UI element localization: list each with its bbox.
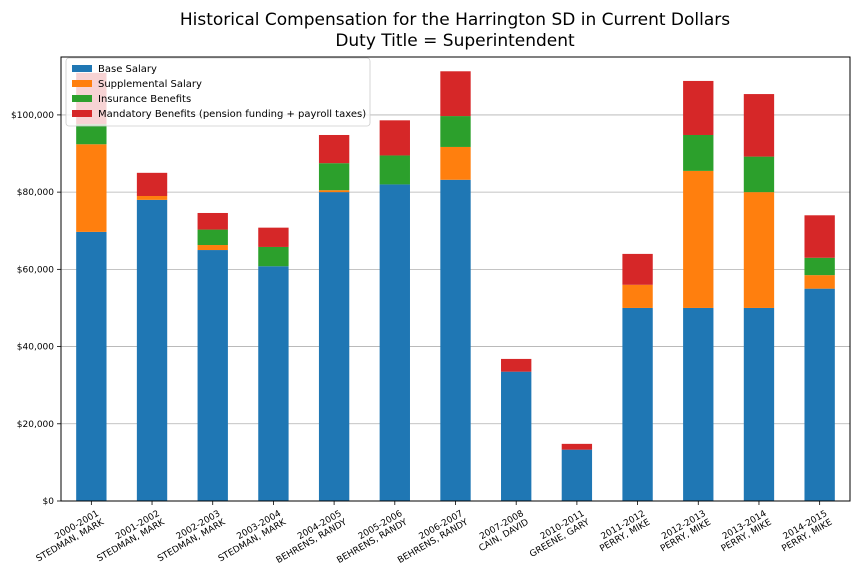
bar-stacks (76, 71, 835, 502)
bar-segment (197, 245, 228, 251)
y-tick-label: $80,000 (17, 188, 54, 198)
bar-segment (197, 212, 228, 230)
legend-swatch (72, 65, 92, 72)
bar-segment (318, 163, 350, 191)
bar-segment (76, 144, 107, 232)
bar-segment (258, 266, 289, 501)
bar-segment (318, 192, 350, 501)
legend-swatch (72, 95, 92, 102)
bar-segment (743, 94, 775, 157)
y-tick-label: $60,000 (17, 265, 54, 275)
bar-segment (440, 116, 471, 147)
bar-segment (318, 134, 350, 164)
bar-segment (258, 227, 289, 247)
legend-box (65, 57, 371, 127)
x-tick-label: 2010-2011GREENE, GARY (523, 509, 591, 560)
bar-segment (76, 231, 107, 501)
bar-segment (561, 443, 593, 450)
legend-label: Supplemental Salary (98, 79, 202, 90)
bar-segment (804, 288, 835, 501)
bar-segment (197, 229, 228, 246)
bar-segment (683, 134, 714, 171)
bar-segment (683, 307, 714, 501)
bar-segment (804, 215, 835, 258)
chart-subtitle: Duty Title = Superintendent (335, 31, 575, 51)
y-tick-label: $100,000 (11, 111, 54, 121)
bar-segment (440, 179, 471, 502)
x-tick-label: 2011-2012PERRY, MIKE (593, 509, 652, 555)
bar-segment (440, 146, 471, 180)
bar-segment (561, 449, 593, 501)
bar-segment (622, 253, 653, 285)
legend-label: Mandatory Benefits (pension funding + pa… (98, 109, 366, 120)
bar-segment (258, 246, 289, 267)
bar-segment (622, 284, 653, 308)
bar-segment (136, 199, 168, 501)
bar-segment (743, 156, 775, 193)
bar-segment (501, 358, 532, 372)
bar-segment (501, 371, 532, 501)
legend-swatch (72, 80, 92, 87)
x-tick-label: 2012-2013PERRY, MIKE (654, 509, 713, 555)
x-tick-label: 2013-2014PERRY, MIKE (715, 509, 774, 555)
y-axis-ticks: $0 $20,000 $40,000 $60,000 $80,000 $100,000 (11, 111, 61, 507)
y-tick-label: $0 (43, 497, 55, 507)
legend-label: Insurance Benefits (98, 94, 191, 105)
bar-segment (379, 155, 410, 185)
bar-segment (440, 71, 471, 117)
bar-segment (76, 124, 107, 145)
bar-segment (804, 275, 835, 289)
bar-segment (743, 307, 775, 501)
bar-segment (318, 190, 350, 193)
bar-segment (683, 170, 714, 308)
bar-segment (379, 184, 410, 501)
x-tick-label: 2014-2015PERRY, MIKE (775, 509, 834, 555)
legend-swatch (72, 110, 92, 117)
bar-segment (197, 250, 228, 501)
bar-segment (743, 192, 775, 308)
bar-segment (804, 257, 835, 276)
bar-segment (683, 80, 714, 135)
bar-segment (379, 120, 410, 156)
x-axis-ticks: 2000-2001STEDMAN, MARK 2001-2002STEDMAN, … (35, 501, 834, 566)
legend-label: Base Salary (98, 64, 157, 75)
chart-title: Historical Compensation for the Harringt… (180, 10, 730, 30)
bar-segment (136, 172, 168, 196)
legend: Base Salary Supplemental Salary Insurance … (65, 57, 371, 127)
y-tick-label: $20,000 (17, 420, 54, 430)
y-tick-label: $40,000 (17, 343, 54, 353)
x-tick-label: 2007-2008CAIN, DAVID (472, 509, 530, 554)
bar-segment (136, 195, 168, 200)
bar-segment (622, 307, 653, 501)
